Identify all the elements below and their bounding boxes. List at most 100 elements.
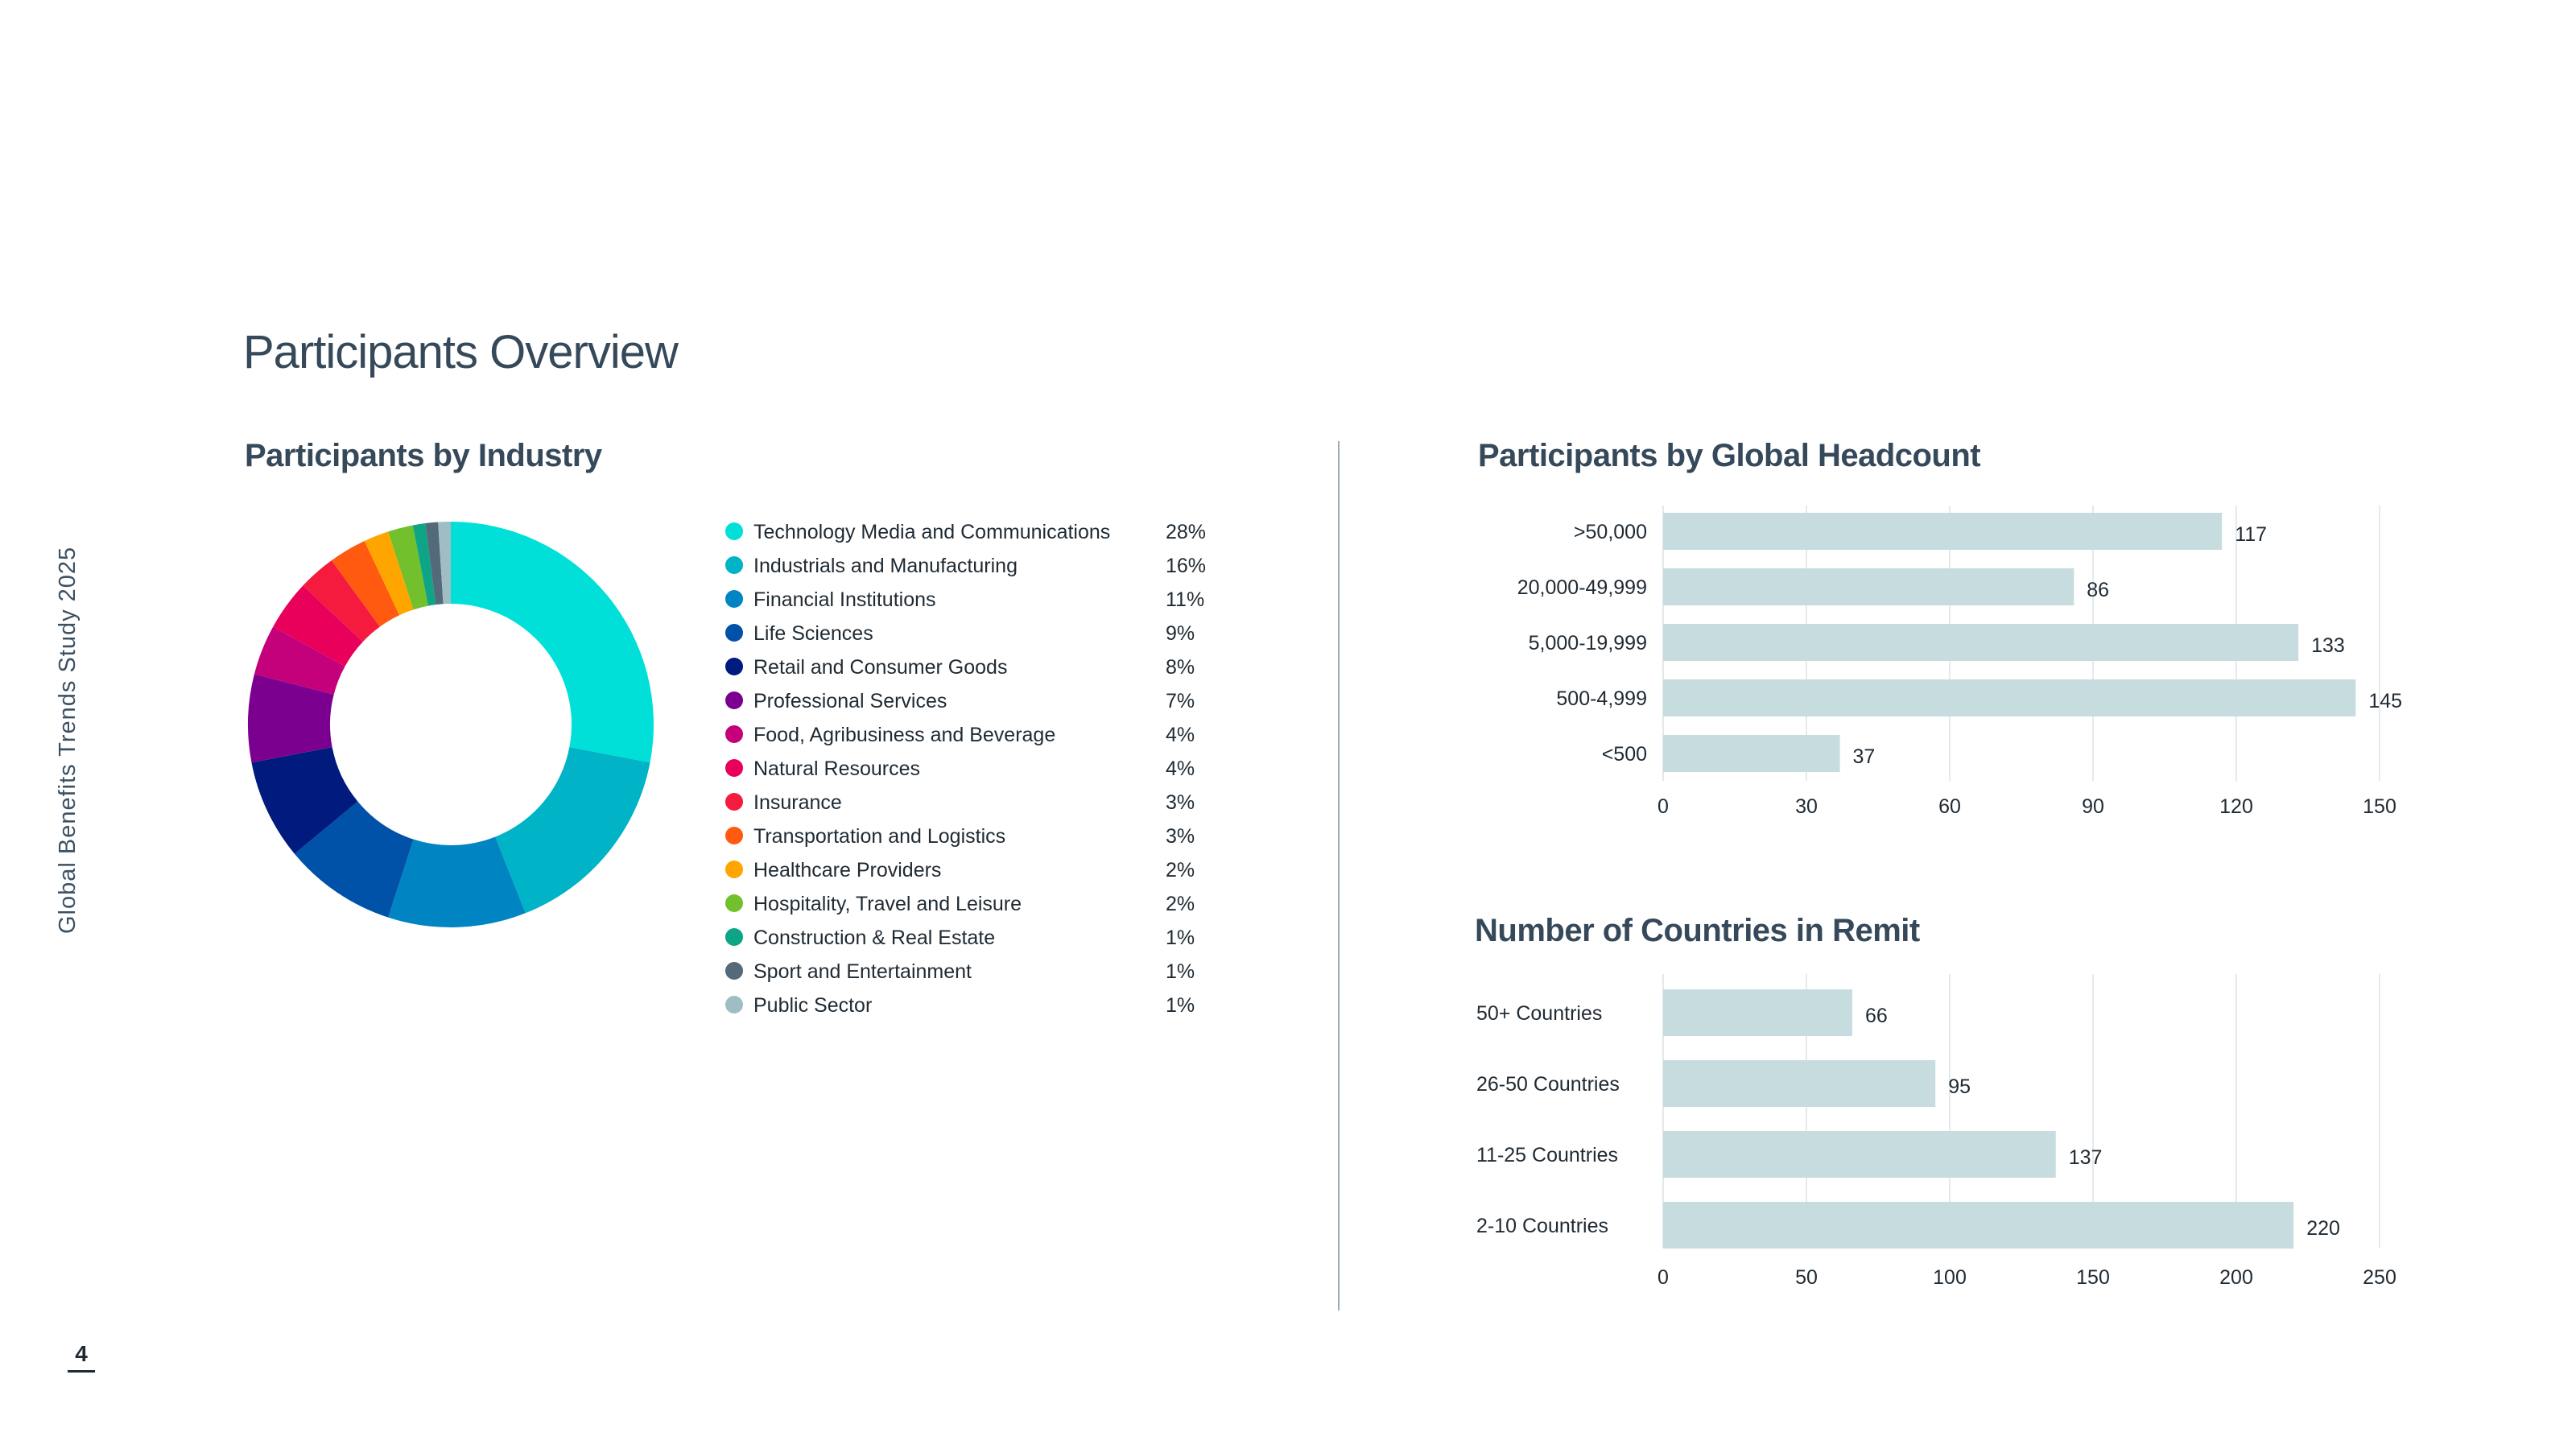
legend-label-construction-real-estate: Construction & Real Estate [753, 927, 995, 949]
legend-swatch-healthcare-providers [725, 861, 743, 878]
donut-slice-hospitality-travel-and-leisure [388, 525, 428, 610]
legend-label-insurance: Insurance [753, 791, 842, 814]
legend-label-industrials-and-manufacturing: Industrials and Manufacturing [753, 555, 1018, 577]
donut-slice-sport-and-entertainment [425, 522, 444, 605]
donut-slice-construction-real-estate [412, 522, 436, 606]
category-label-26-50-countries: 26-50 Countries [1476, 1073, 1620, 1096]
legend-value-construction-real-estate: 1% [1166, 927, 1195, 949]
legend-value-natural-resources: 4% [1166, 758, 1195, 780]
value-label-500: 37 [1853, 745, 1876, 768]
x-tick-label: 90 [2082, 795, 2104, 818]
category-label-11-25-countries: 11-25 Countries [1476, 1144, 1618, 1166]
legend-swatch-retail-and-consumer-goods [725, 658, 743, 675]
bar-50-000 [1663, 513, 2223, 550]
legend-label-transportation-and-logistics: Transportation and Logistics [753, 825, 1005, 848]
legend-label-retail-and-consumer-goods: Retail and Consumer Goods [753, 656, 1007, 679]
legend-value-food-agribusiness-and-beverage: 4% [1166, 724, 1195, 746]
legend-label-public-sector: Public Sector [753, 994, 872, 1017]
category-label-5-000-19-999: 5,000-19,999 [1529, 632, 1647, 654]
industry-legend: Technology Media and Communications 28% In… [725, 521, 1206, 1017]
legend-value-sport-and-entertainment: 1% [1166, 960, 1195, 983]
x-tick-label: 50 [1795, 1266, 1818, 1289]
bar-11-25-countries [1663, 1131, 2056, 1178]
donut-slice-financial-institutions [388, 836, 526, 927]
legend-label-financial-institutions: Financial Institutions [753, 588, 936, 611]
section-divider [1338, 441, 1340, 1311]
headcount-chart-title: Participants by Global Headcount [1478, 438, 1981, 473]
industry-donut-chart [248, 522, 654, 927]
legend-label-hospitality-travel-and-leisure: Hospitality, Travel and Leisure [753, 893, 1022, 915]
x-tick-label: 200 [2219, 1266, 2253, 1289]
category-label-500-4-999: 500-4,999 [1556, 687, 1647, 710]
x-tick-label: 250 [2363, 1266, 2396, 1289]
countries-bar-chart: 0 50 100 150 200 250 50+ Countries 66 26-50 Coun… [1476, 974, 2396, 1289]
legend-swatch-construction-real-estate [725, 928, 743, 946]
category-label-500: <500 [1602, 743, 1647, 766]
page-title: Participants Overview [243, 326, 679, 378]
bar-2-10-countries [1663, 1202, 2294, 1249]
legend-label-healthcare-providers: Healthcare Providers [753, 859, 941, 881]
legend-swatch-professional-services [725, 691, 743, 709]
countries-chart-title: Number of Countries in Remit [1475, 913, 1920, 948]
donut-slice-life-sciences [294, 801, 414, 918]
donut-slice-technology-media-and-communications [451, 522, 654, 763]
page-number: 4 [68, 1341, 95, 1373]
legend-swatch-public-sector [725, 996, 743, 1013]
donut-slice-healthcare-providers [364, 531, 414, 616]
legend-label-professional-services: Professional Services [753, 690, 947, 712]
legend-value-professional-services: 7% [1166, 690, 1195, 712]
legend-swatch-insurance [725, 793, 743, 811]
x-tick-label: 30 [1795, 795, 1818, 818]
legend-swatch-transportation-and-logistics [725, 827, 743, 844]
legend-value-public-sector: 1% [1166, 994, 1195, 1017]
legend-value-healthcare-providers: 2% [1166, 859, 1195, 881]
legend-value-financial-institutions: 11% [1166, 588, 1204, 611]
legend-label-food-agribusiness-and-beverage: Food, Agribusiness and Beverage [753, 724, 1055, 746]
x-tick-label: 120 [2219, 795, 2253, 818]
value-label-26-50-countries: 95 [1948, 1075, 1971, 1098]
legend-swatch-life-sciences [725, 624, 743, 642]
value-label-50-countries: 66 [1865, 1005, 1888, 1027]
legend-value-insurance: 3% [1166, 791, 1195, 814]
headcount-bar-chart: 0 30 60 90 120 150 >50,000 117 20,000-49,999 86 5,… [1517, 506, 2402, 818]
value-label-50-000: 117 [2235, 523, 2267, 546]
legend-label-life-sciences: Life Sciences [753, 622, 873, 645]
legend-value-retail-and-consumer-goods: 8% [1166, 656, 1195, 679]
legend-swatch-technology-media-and-communications [725, 522, 743, 540]
bar-20-000-49-999 [1663, 568, 2074, 605]
value-label-500-4-999: 145 [2368, 690, 2402, 712]
x-tick-label: 150 [2076, 1266, 2110, 1289]
legend-swatch-natural-resources [725, 759, 743, 777]
legend-value-life-sciences: 9% [1166, 622, 1195, 645]
x-tick-label: 0 [1657, 1266, 1669, 1289]
category-label-50-000: >50,000 [1574, 521, 1647, 543]
x-tick-label: 100 [1933, 1266, 1967, 1289]
donut-slice-public-sector [438, 522, 451, 605]
legend-swatch-sport-and-entertainment [725, 962, 743, 980]
bar-500 [1663, 735, 1840, 772]
x-tick-label: 0 [1657, 795, 1669, 818]
legend-value-technology-media-and-communications: 28% [1166, 521, 1206, 543]
donut-slice-food-agribusiness-and-beverage [254, 626, 345, 695]
value-label-20-000-49-999: 86 [2087, 579, 2109, 601]
donut-slice-insurance [303, 560, 380, 642]
legend-value-hospitality-travel-and-leisure: 2% [1166, 893, 1195, 915]
legend-label-technology-media-and-communications: Technology Media and Communications [753, 521, 1110, 543]
donut-slice-transportation-and-logistics [331, 540, 400, 627]
value-label-11-25-countries: 137 [2069, 1146, 2103, 1169]
document-side-title: Global Benefits Trends Study 2025 [55, 546, 80, 934]
donut-slice-natural-resources [273, 585, 363, 667]
donut-slice-professional-services [248, 674, 334, 763]
bar-5-000-19-999 [1663, 624, 2299, 661]
donut-slice-retail-and-consumer-goods [251, 747, 358, 854]
industry-chart-title: Participants by Industry [245, 438, 602, 473]
bar-500-4-999 [1663, 679, 2356, 716]
donut-slice-industrials-and-manufacturing [495, 747, 650, 914]
legend-label-sport-and-entertainment: Sport and Entertainment [753, 960, 972, 983]
category-label-50-countries: 50+ Countries [1476, 1002, 1602, 1025]
x-tick-label: 60 [1938, 795, 1961, 818]
legend-swatch-food-agribusiness-and-beverage [725, 725, 743, 743]
value-label-5-000-19-999: 133 [2311, 634, 2345, 657]
legend-swatch-hospitality-travel-and-leisure [725, 894, 743, 912]
legend-swatch-industrials-and-manufacturing [725, 556, 743, 574]
